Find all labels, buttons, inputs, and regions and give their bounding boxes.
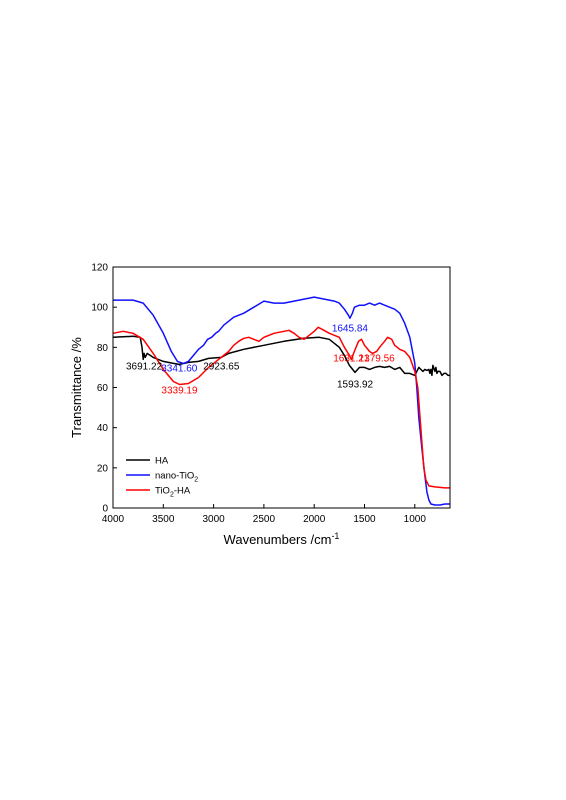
peak-annotation: 3691.22 [126, 361, 163, 372]
x-tick-label: 1500 [353, 514, 376, 525]
axis-ticks: 4000 3500 3000 2500 2000 1500 1000 0 20 40 60 80 100… [91, 263, 426, 526]
y-tick-label: 80 [97, 343, 109, 354]
x-axis-title-sup: -1 [331, 531, 339, 541]
y-tick-label: 0 [102, 504, 108, 515]
y-tick-label: 120 [91, 263, 108, 274]
peak-annotation: 1379.56 [359, 353, 396, 364]
legend-label-part: HA [155, 456, 169, 467]
x-axis-title: Wavenumbers /cm-1 [224, 531, 340, 547]
legend-label-part: nano-TiO [155, 471, 194, 482]
legend-label-part: 2 [194, 477, 198, 484]
x-tick-label: 4000 [102, 514, 125, 525]
y-tick-label: 40 [97, 423, 109, 434]
peak-annotation: 1593.92 [337, 380, 374, 391]
peak-annotation: 3339.19 [161, 386, 198, 397]
legend-label: HA [155, 456, 169, 467]
y-tick-label: 20 [97, 463, 109, 474]
series-line-2 [112, 326, 450, 489]
peak-annotation: 3341.60 [161, 363, 198, 374]
y-tick-label: 60 [97, 383, 109, 394]
legend-label-part: -HA [174, 486, 191, 497]
series-line-1 [113, 296, 450, 506]
x-tick-label: 3500 [152, 514, 175, 525]
series-line-0 [112, 335, 450, 377]
legend-label-part: 2 [170, 492, 174, 499]
legend-label: nano-TiO2 [155, 471, 198, 484]
y-tick-label: 100 [91, 303, 108, 314]
x-axis-title-text: Wavenumbers /cm [224, 532, 332, 547]
legend-label-part: TiO [155, 486, 170, 497]
x-tick-label: 1000 [404, 514, 427, 525]
y-axis-title: Transmittance /% [69, 337, 84, 438]
x-tick-label: 2000 [303, 514, 326, 525]
x-tick-label: 3000 [202, 514, 225, 525]
series-layer [112, 296, 450, 506]
peak-annotations: 3691.22 3341.60 3339.19 2923.65 1645.84 1631.… [126, 323, 395, 396]
peak-annotation: 1631.21 [333, 353, 370, 364]
legend-label: TiO2-HA [155, 486, 191, 499]
peak-annotation: 1645.84 [332, 323, 369, 334]
peak-annotation: 2923.65 [203, 361, 240, 372]
x-tick-label: 2500 [253, 514, 276, 525]
plot-frame [112, 266, 451, 509]
